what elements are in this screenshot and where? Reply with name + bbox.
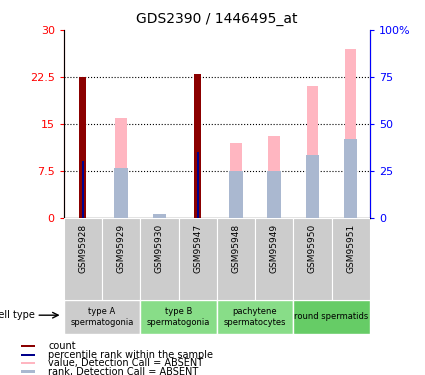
Bar xyxy=(82,161,84,218)
Bar xyxy=(21,370,34,373)
Bar xyxy=(344,140,357,218)
Bar xyxy=(140,217,178,300)
Text: percentile rank within the sample: percentile rank within the sample xyxy=(48,350,213,360)
Bar xyxy=(79,77,86,218)
Text: GSM95950: GSM95950 xyxy=(308,224,317,273)
Bar xyxy=(230,142,241,218)
Text: round spermatids: round spermatids xyxy=(295,312,368,321)
Bar xyxy=(306,86,318,218)
Bar xyxy=(64,217,102,300)
Bar xyxy=(229,171,243,217)
Bar xyxy=(217,300,293,334)
Title: GDS2390 / 1446495_at: GDS2390 / 1446495_at xyxy=(136,12,298,26)
Bar xyxy=(194,74,201,217)
Text: GSM95929: GSM95929 xyxy=(116,224,126,273)
Bar xyxy=(114,168,128,217)
Text: GSM95930: GSM95930 xyxy=(155,224,164,273)
Text: GSM95951: GSM95951 xyxy=(346,224,355,273)
Text: cell type: cell type xyxy=(0,310,35,320)
Bar xyxy=(306,155,319,218)
Bar xyxy=(102,217,140,300)
Text: rank, Detection Call = ABSENT: rank, Detection Call = ABSENT xyxy=(48,367,198,375)
Bar xyxy=(21,362,34,364)
Text: GSM95949: GSM95949 xyxy=(269,224,279,273)
Bar xyxy=(255,217,293,300)
Bar xyxy=(153,216,165,217)
Bar xyxy=(332,217,370,300)
Text: type A
spermatogonia: type A spermatogonia xyxy=(70,307,134,327)
Text: GSM95947: GSM95947 xyxy=(193,224,202,273)
Bar xyxy=(178,217,217,300)
Bar xyxy=(21,345,34,348)
Text: type B
spermatogonia: type B spermatogonia xyxy=(147,307,210,327)
Bar xyxy=(345,49,356,217)
Bar xyxy=(269,136,280,218)
Bar xyxy=(21,354,34,356)
Text: GSM95928: GSM95928 xyxy=(78,224,88,273)
Text: GSM95948: GSM95948 xyxy=(231,224,241,273)
Bar xyxy=(267,171,281,217)
Bar xyxy=(293,300,370,334)
Bar xyxy=(140,300,217,334)
Bar xyxy=(64,300,140,334)
Text: value, Detection Call = ABSENT: value, Detection Call = ABSENT xyxy=(48,358,204,368)
Text: pachytene
spermatocytes: pachytene spermatocytes xyxy=(224,307,286,327)
Bar xyxy=(293,217,332,300)
Bar xyxy=(153,214,166,217)
Bar xyxy=(197,152,198,217)
Bar xyxy=(217,217,255,300)
Text: count: count xyxy=(48,341,76,351)
Bar xyxy=(115,117,127,218)
